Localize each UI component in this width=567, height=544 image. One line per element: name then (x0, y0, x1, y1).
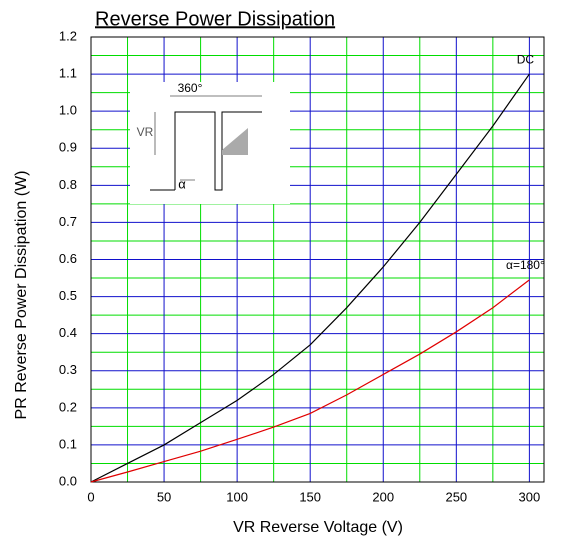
plot-frame (90, 36, 545, 483)
series-line (90, 279, 530, 483)
y-tick-label: 0.1 (59, 436, 77, 451)
inset-label: VR (137, 125, 154, 139)
x-axis-label: VR Reverse Voltage (V) (233, 519, 403, 536)
y-tick-label: 0.7 (59, 214, 77, 229)
waveform (150, 111, 262, 191)
y-tick-label: 0.4 (59, 325, 77, 340)
dim-lines (154, 95, 262, 181)
y-tick-label: 0.0 (59, 473, 77, 488)
y-tick-label: 0.8 (59, 177, 77, 192)
series-line (90, 73, 530, 483)
inset-label: α (178, 176, 186, 191)
y-tick-label: 1.0 (59, 103, 77, 118)
x-tick-label: 250 (445, 489, 467, 504)
chart-title: Reverse Power Dissipation (95, 8, 335, 30)
inset-label: 360° (178, 81, 203, 95)
series-label: DC (517, 52, 535, 66)
x-tick-label: 200 (372, 489, 394, 504)
x-tick-label: 100 (226, 489, 248, 504)
y-tick-label: 0.3 (59, 362, 77, 377)
y-tick-label: 1.2 (59, 28, 77, 43)
series-label: α=180° (506, 258, 545, 272)
x-tick-label: 50 (157, 489, 171, 504)
y-axis-label: PR Reverse Power Dissipation (W) (13, 171, 30, 420)
y-tick-label: 0.5 (59, 288, 77, 303)
x-tick-label: 150 (299, 489, 321, 504)
inset-bg (130, 82, 290, 204)
x-tick-label: 300 (519, 489, 541, 504)
y-tick-label: 1.1 (59, 66, 77, 81)
y-tick-label: 0.6 (59, 251, 77, 266)
y-tick-label: 0.9 (59, 140, 77, 155)
inset (130, 82, 290, 204)
x-tick-label: 0 (87, 489, 94, 504)
y-tick-label: 0.2 (59, 399, 77, 414)
shade (222, 128, 248, 155)
